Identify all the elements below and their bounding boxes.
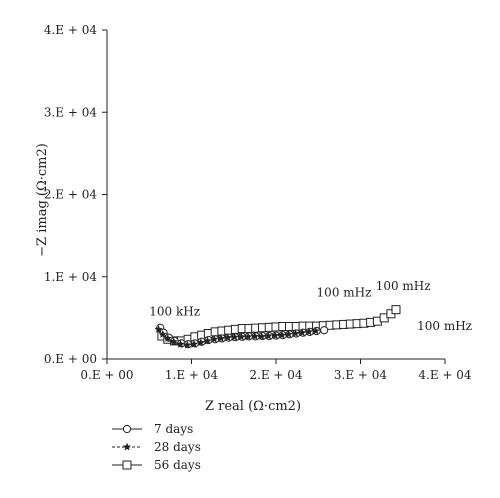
legend-label: 28 days [154,440,201,454]
x-tick-label: 0.E + 00 [80,368,133,382]
data-point [230,332,239,341]
x-tick-label: 4.E + 04 [418,368,472,382]
legend-label: 56 days [154,458,201,472]
frequency-annotation: 100 mHz [417,319,472,333]
data-point [196,338,206,347]
annotation-layer: 100 kHz 100 mHz 100 mHz 100 mHz [149,279,472,333]
legend-marker [122,424,132,434]
data-point [203,336,212,345]
x-axis-title: Z real (Ω·cm2) [205,399,301,414]
data-point [284,329,293,338]
data-point [158,329,168,338]
legend-item: 28 days [112,440,201,454]
y-tick-label: 1.E + 04 [44,270,98,284]
data-point [270,331,280,340]
data-point [297,328,307,337]
legend-item: 7 days [112,422,193,436]
data-point [311,326,321,335]
x-tick-label: 1.E + 04 [165,368,219,382]
data-point [169,337,179,346]
y-tick-label: 3.E + 04 [44,105,98,119]
data-point [210,334,219,343]
data-point [391,305,401,315]
data-point [291,328,300,338]
legend-label: 7 days [154,422,193,436]
legend: 7 days 28 days 56 days [112,422,201,472]
y-tick-label: 2.E + 04 [44,188,98,202]
data-point [243,332,253,341]
data-point [189,339,199,348]
data-point [154,324,163,334]
series-layer [154,305,401,349]
x-tick-label: 3.E + 04 [334,368,388,382]
series-star [154,324,321,349]
legend-marker [122,442,132,451]
frequency-annotation: 100 mHz [317,285,372,299]
y-tick-label: 0.E + 00 [44,352,97,366]
legend-item: 56 days [112,458,201,472]
data-point [176,339,185,348]
data-point [277,330,287,339]
data-point [264,331,273,340]
series-square [157,305,401,346]
legend-marker [122,460,132,470]
data-point [223,333,233,342]
x-tick-label: 2.E + 04 [249,368,303,382]
y-tick-label: 4.E + 04 [44,23,98,37]
data-point [304,327,314,336]
axes: 0.E + 00 1.E + 04 2.E + 04 3.E + 04 4.E + 04… [44,23,472,382]
frequency-annotation: 100 mHz [376,279,431,293]
data-point [257,331,266,341]
y-axis-title: −Z imag (Ω·cm2) [35,143,50,257]
data-point [163,333,173,343]
data-point [320,326,329,335]
data-point [216,333,226,343]
data-point [182,340,192,349]
frequency-annotation: 100 kHz [149,304,200,318]
